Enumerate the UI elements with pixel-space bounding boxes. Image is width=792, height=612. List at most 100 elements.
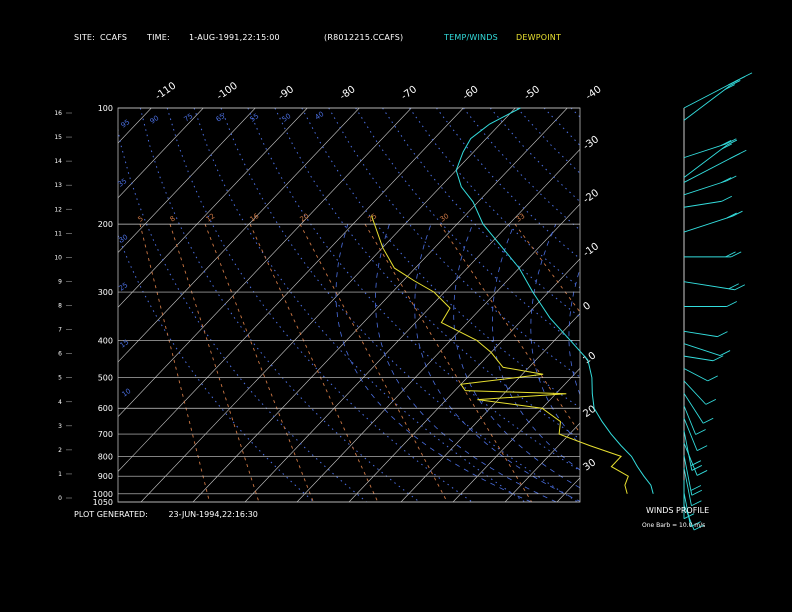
dry-adiabat — [355, 108, 580, 348]
pressure-label: 1050 — [93, 498, 113, 507]
height-label: 8 — [58, 303, 62, 310]
isotherm-line — [609, 108, 792, 502]
dewpoint-trace — [371, 215, 629, 494]
mixing-ratio-label: 8 — [169, 215, 177, 224]
wind-barb-flag — [730, 251, 742, 258]
dry-adiabat — [570, 108, 580, 118]
mixing-ratio-label: 20 — [299, 212, 311, 224]
wind-barb-flag — [696, 445, 708, 452]
wind-barb — [683, 417, 698, 451]
moist-adiabat — [530, 223, 580, 445]
height-label: 7 — [58, 327, 62, 334]
isotherm-line — [118, 108, 256, 253]
wind-barb — [683, 455, 693, 496]
pressure-label: 1000 — [93, 490, 113, 499]
wind-barb — [683, 492, 692, 527]
wind-barb-flag — [719, 350, 731, 356]
wind-barb-flag — [725, 251, 736, 258]
wind-barb — [683, 504, 695, 531]
dry-adiabat-label: 15 — [119, 338, 131, 350]
dry-adiabat — [679, 108, 792, 502]
dry-adiabat — [706, 108, 792, 502]
mixing-ratio-line — [139, 223, 210, 502]
isotherm-line — [118, 108, 464, 472]
wind-barb-flag — [729, 153, 741, 159]
wind-barb — [683, 143, 727, 159]
wind-barb — [683, 380, 707, 405]
wind-barb — [683, 368, 708, 382]
top-temp-label: -80 — [338, 84, 358, 102]
isotherm-line — [713, 108, 792, 502]
wind-profile-title: WINDS PROFILE — [646, 506, 710, 515]
isotherm-line — [244, 148, 580, 502]
isotherm-line — [765, 108, 792, 502]
isotherm-line — [192, 108, 568, 502]
pressure-label: 900 — [98, 472, 113, 481]
wind-barb-flag — [721, 195, 733, 202]
wind-barb-flag — [727, 79, 739, 86]
isotherm-line — [118, 108, 204, 199]
isotherm-line — [296, 203, 580, 502]
wind-barb-flag — [721, 140, 732, 146]
isotherm-line — [452, 367, 580, 502]
wind-barb-flag — [726, 138, 737, 145]
mixing-ratio-line — [299, 223, 448, 502]
wind-barb — [683, 430, 693, 471]
wind-barb-flag — [726, 175, 737, 182]
height-label: 0 — [58, 495, 62, 502]
wind-barb — [683, 215, 733, 233]
pressure-label: 600 — [98, 404, 113, 413]
dry-adiabat — [301, 108, 580, 409]
wind-barb-flag — [724, 84, 735, 91]
isotherm-line — [556, 477, 580, 502]
wind-barb-flag — [695, 429, 706, 435]
wind-barb — [683, 343, 721, 356]
dry-adiabat — [732, 108, 792, 502]
dry-adiabat — [328, 108, 580, 378]
wind-barb — [683, 281, 735, 291]
dry-adiabat — [408, 108, 580, 289]
mixing-ratio-line — [204, 223, 314, 502]
mixing-ratio-line — [169, 223, 260, 502]
dry-adiabat — [220, 108, 578, 502]
height-label: 10 — [54, 254, 62, 261]
isotherm-line — [118, 108, 360, 363]
height-label: 2 — [58, 447, 62, 454]
isotherm-line — [348, 258, 580, 502]
dry-adiabat-label: 25 — [118, 281, 130, 293]
right-temp-label: -20 — [581, 188, 601, 206]
isotherm-line — [400, 313, 580, 502]
wind-barb — [683, 405, 697, 435]
moist-adiabat — [414, 223, 580, 502]
height-label: 4 — [58, 399, 62, 406]
mixing-ratio-line — [439, 223, 580, 435]
wind-barb — [683, 442, 698, 476]
dry-adiabat-label: 10 — [121, 387, 133, 399]
mixing-ratio-label: 30 — [439, 212, 451, 224]
wind-barb-flag — [732, 210, 743, 217]
wind-barb — [683, 330, 718, 338]
dry-adiabat — [598, 108, 792, 502]
wind-barb — [683, 180, 727, 196]
dry-adiabat — [489, 108, 580, 203]
dry-adiabat-label: 75 — [183, 112, 195, 124]
dry-adiabat-label: 30 — [118, 233, 130, 245]
mixing-ratio-label: 16 — [249, 212, 261, 224]
wind-barb — [683, 467, 692, 506]
mixing-ratio-label: 33 — [515, 212, 527, 224]
wind-barb-flag — [726, 212, 737, 219]
pressure-label: 200 — [98, 220, 113, 229]
dry-adiabat — [382, 108, 580, 318]
wind-barb-flag — [730, 80, 741, 86]
wind-barb-flag — [691, 489, 703, 496]
legend-dewpoint: DEWPOINT — [516, 33, 562, 42]
wind-barb — [683, 85, 731, 121]
moist-adiabat — [568, 267, 580, 396]
moist-adiabat — [375, 223, 557, 502]
wind-barb-flag — [691, 500, 702, 507]
wind-barb — [683, 393, 704, 424]
site-value: CCAFS — [100, 33, 128, 42]
dry-adiabat — [625, 108, 792, 502]
height-label: 12 — [54, 206, 62, 213]
